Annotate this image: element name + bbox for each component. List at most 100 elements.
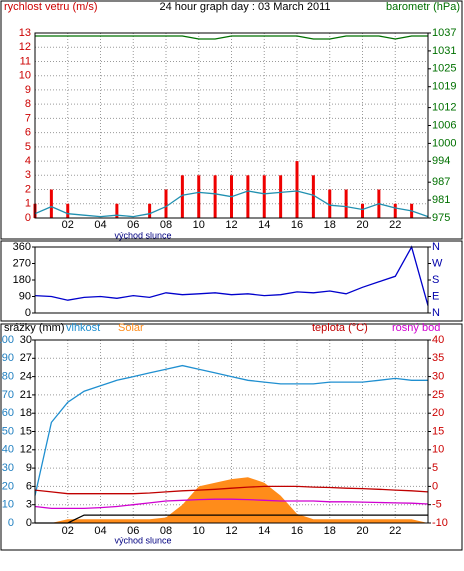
x-tick-label: 20 xyxy=(356,525,368,537)
x-tick-label: 22 xyxy=(389,219,401,231)
panel-frame xyxy=(0,0,463,240)
x-tick-label: 20 xyxy=(356,219,368,231)
y2-tick-label: 1019 xyxy=(432,81,456,93)
y2-tick-label: 5 xyxy=(432,462,438,474)
y2-tick-label: 975 xyxy=(432,212,450,224)
x-tick-label: 18 xyxy=(324,219,336,231)
legend-entry: srážky (mm) xyxy=(4,322,65,334)
x-tick-label: 14 xyxy=(258,525,270,537)
y-tick-label: 10 xyxy=(2,499,14,511)
y2-tick-label: 994 xyxy=(432,155,450,167)
solar-area xyxy=(35,477,428,523)
y-tick-label: 180 xyxy=(13,274,31,286)
y3-tick-label: 24 xyxy=(20,371,32,383)
y2-tick-label: 1025 xyxy=(432,63,456,75)
y2-tick-label: 10 xyxy=(432,444,444,456)
x-tick-label: 16 xyxy=(291,219,303,231)
wind-bar xyxy=(148,203,152,218)
y-tick-label: 1 xyxy=(25,198,31,210)
x-tick-label: 08 xyxy=(160,219,172,231)
y2-tick-label: -10 xyxy=(432,517,448,529)
y-tick-label: 100 xyxy=(0,334,14,346)
y2-tick-label: 25 xyxy=(432,389,444,401)
y-tick-label: 50 xyxy=(2,425,14,437)
legend-entry: Solar xyxy=(118,322,144,334)
legend-entry: vlhkost xyxy=(66,322,100,334)
x-tick-label: 12 xyxy=(225,525,237,537)
y-tick-label: 13 xyxy=(19,27,31,39)
y3-tick-label: 15 xyxy=(20,425,32,437)
x-tick-label: 18 xyxy=(324,525,336,537)
wind-bar xyxy=(180,175,184,218)
x-tick-label: 02 xyxy=(62,525,74,537)
y-tick-label: 11 xyxy=(20,55,31,67)
y-tick-label: 10 xyxy=(19,70,31,82)
wind-axis-label: rychlost vetru (m/s) xyxy=(4,1,98,13)
y2-tick-label: N xyxy=(432,241,440,253)
wind-bar xyxy=(328,189,332,218)
plot-frame xyxy=(34,339,429,524)
x-tick-label: 08 xyxy=(160,525,172,537)
y-tick-label: 6 xyxy=(25,127,31,139)
series-line xyxy=(34,364,428,496)
x-tick-label: 06 xyxy=(127,219,139,231)
wind-bar xyxy=(344,189,348,218)
panel-frame xyxy=(0,240,463,322)
y-tick-label: 7 xyxy=(25,112,31,124)
y2-tick-label: 15 xyxy=(432,425,444,437)
baro-axis-label: barometr (hPa) xyxy=(386,1,460,13)
wind-bar xyxy=(213,175,217,218)
y3-tick-label: 6 xyxy=(26,480,32,492)
y3-tick-label: 9 xyxy=(26,462,32,474)
y2-tick-label: 20 xyxy=(432,407,444,419)
y2-tick-label: -5 xyxy=(432,499,442,511)
series-line xyxy=(34,245,429,306)
series-line xyxy=(34,485,429,495)
y2-tick-label: 1012 xyxy=(432,102,456,114)
y-tick-label: 4 xyxy=(25,155,31,167)
wind-bar xyxy=(115,203,119,218)
sunrise-label: východ slunce xyxy=(114,230,171,240)
wind-bar xyxy=(49,189,53,218)
y2-tick-label: 40 xyxy=(432,334,444,346)
y2-tick-label: 1000 xyxy=(432,137,456,149)
y2-tick-label: 987 xyxy=(432,176,450,188)
y2-tick-label: 1031 xyxy=(432,45,456,57)
wind-bar xyxy=(197,175,201,218)
wind-bar xyxy=(66,203,70,218)
y-tick-label: 0 xyxy=(25,307,31,319)
x-tick-label: 12 xyxy=(225,219,237,231)
y-tick-label: 270 xyxy=(13,257,31,269)
series-line xyxy=(35,514,428,524)
y3-tick-label: 18 xyxy=(20,407,32,419)
wind-bar xyxy=(279,175,283,218)
y-tick-label: 3 xyxy=(25,169,31,181)
x-tick-label: 22 xyxy=(389,525,401,537)
y-tick-label: 8 xyxy=(25,98,31,110)
wind-bar xyxy=(393,203,397,218)
y-tick-label: 0 xyxy=(25,212,31,224)
y2-tick-label: S xyxy=(432,274,439,286)
series-line xyxy=(34,498,429,510)
y-tick-label: 20 xyxy=(2,480,14,492)
y-tick-label: 30 xyxy=(2,462,14,474)
sunrise-label: východ slunce xyxy=(114,535,171,545)
y-tick-label: 9 xyxy=(25,84,31,96)
wind-bar xyxy=(295,161,299,218)
y-tick-label: 12 xyxy=(19,41,31,53)
y3-tick-label: 12 xyxy=(20,444,32,456)
y-tick-label: 70 xyxy=(2,389,14,401)
y3-tick-label: 30 xyxy=(20,334,32,346)
y2-tick-label: 981 xyxy=(432,194,450,206)
wind-bar xyxy=(164,189,168,218)
x-tick-label: 04 xyxy=(94,219,106,231)
y-tick-label: 90 xyxy=(2,352,14,364)
y2-tick-label: 30 xyxy=(432,371,444,383)
y-tick-label: 0 xyxy=(8,517,14,529)
legend-entry: rosný bod xyxy=(392,322,440,334)
y2-tick-label: 1037 xyxy=(432,27,456,39)
x-tick-label: 02 xyxy=(62,219,74,231)
y2-tick-label: 35 xyxy=(432,352,444,364)
y-tick-label: 80 xyxy=(2,371,14,383)
